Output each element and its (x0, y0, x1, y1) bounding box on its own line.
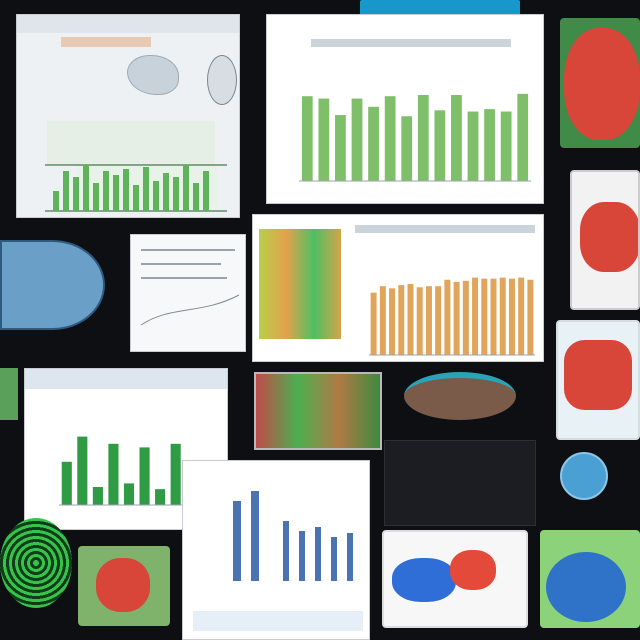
bar (113, 175, 119, 211)
bar (384, 96, 396, 181)
bird-image-icon (127, 55, 179, 95)
bar (93, 183, 99, 211)
bar (133, 185, 139, 211)
bar (351, 98, 363, 181)
bar (401, 116, 413, 181)
bar (155, 489, 166, 505)
bar (499, 277, 506, 355)
bar (435, 286, 442, 355)
blue-bars-window (182, 460, 370, 640)
bar (335, 115, 346, 181)
bar (368, 106, 379, 181)
bar (527, 279, 534, 355)
bar (484, 109, 495, 181)
starfish-image-icon (556, 320, 640, 440)
bar (481, 278, 488, 355)
dashboard-window-small (130, 234, 246, 352)
bar-group-topleft (53, 115, 223, 211)
bar (53, 191, 59, 211)
bar (389, 288, 396, 355)
heatmap-thumbnail (259, 229, 341, 339)
bar (173, 177, 179, 211)
bar (472, 277, 479, 355)
bar (61, 461, 72, 505)
bar (451, 95, 462, 181)
coral-image-icon (560, 18, 640, 148)
shell-image-icon (0, 240, 105, 330)
bar (398, 285, 405, 355)
heatmap-window-center (254, 372, 382, 450)
bar (108, 443, 119, 505)
bar (517, 93, 529, 181)
chart-orange (369, 277, 535, 356)
spiral-image-icon (0, 518, 72, 608)
shell-image-icon (404, 372, 516, 420)
bar (379, 286, 386, 355)
bar (444, 279, 451, 355)
bar (462, 280, 469, 355)
bar (500, 111, 512, 181)
bar (193, 183, 199, 211)
bar (153, 181, 159, 211)
bird-image-icon (540, 530, 640, 628)
bar (63, 171, 69, 211)
bar (417, 95, 429, 181)
starfish-image-icon (78, 546, 170, 626)
bar (163, 173, 169, 211)
dashboard-window-topleft (16, 14, 240, 218)
bar (453, 281, 460, 355)
bar (73, 177, 79, 211)
bar (77, 436, 88, 505)
bar (434, 110, 446, 181)
bar (92, 487, 103, 505)
bar (139, 447, 150, 505)
side-thumbnail (0, 368, 18, 420)
starfish-image-icon (570, 170, 640, 310)
bird-image-icon (382, 530, 528, 628)
globe-icon (560, 452, 608, 500)
green-bar-chart-window (266, 14, 544, 204)
bar (318, 98, 330, 181)
bar (416, 287, 423, 355)
bar (103, 171, 109, 211)
bar (490, 278, 497, 355)
bar (143, 167, 149, 211)
bar (518, 277, 525, 355)
top-banner (360, 0, 520, 16)
bar (170, 443, 181, 505)
bar (467, 111, 479, 181)
shell-image-icon (207, 55, 237, 105)
bar (407, 284, 414, 355)
chart-green (299, 93, 531, 182)
bar (301, 96, 313, 181)
orange-bar-chart-window (252, 214, 544, 362)
dark-panel (384, 440, 536, 526)
bar (83, 165, 89, 211)
bar (123, 483, 135, 505)
bar (123, 169, 129, 211)
bar (508, 278, 515, 355)
bar (425, 286, 432, 355)
bar (370, 292, 377, 355)
bar (183, 165, 189, 211)
bar (203, 171, 209, 211)
